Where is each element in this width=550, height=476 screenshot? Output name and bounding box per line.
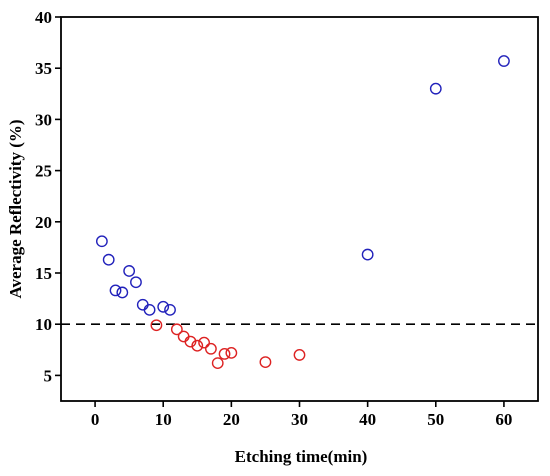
y-tick-label: 35	[35, 59, 52, 78]
data-point	[123, 265, 136, 277]
data-point	[429, 82, 442, 95]
x-axis-ticks: 0 10 20 30 40 50 60	[91, 401, 512, 429]
data-point	[361, 248, 374, 261]
data-point	[211, 357, 224, 370]
data-point	[293, 349, 306, 361]
data-point	[116, 286, 129, 299]
x-tick-label: 60	[495, 410, 512, 429]
y-tick-label: 40	[35, 8, 52, 27]
data-point	[157, 300, 170, 313]
x-tick-label: 40	[359, 410, 376, 429]
data-point	[498, 55, 510, 67]
x-tick-label: 10	[155, 410, 172, 429]
x-tick-label: 50	[427, 410, 444, 429]
y-axis-title: Average Reflectivity (%)	[6, 119, 25, 298]
data-point	[205, 342, 217, 355]
data-point	[164, 303, 176, 316]
plot-background	[61, 17, 538, 401]
data-point	[170, 323, 183, 336]
data-point	[150, 319, 163, 332]
y-tick-label: 20	[35, 213, 52, 232]
data-point	[259, 356, 272, 368]
y-tick-label: 5	[44, 366, 53, 385]
data-points-layer	[95, 55, 510, 370]
x-tick-label: 30	[291, 410, 308, 429]
data-point	[218, 347, 231, 360]
plot-area	[61, 17, 538, 401]
data-point	[102, 253, 115, 266]
data-point	[130, 276, 142, 289]
y-tick-label: 25	[35, 162, 52, 181]
data-point	[143, 303, 156, 316]
x-axis-title: Etching time(min)	[235, 447, 368, 466]
data-point	[184, 335, 197, 348]
x-tick-label: 0	[91, 410, 100, 429]
y-tick-label: 10	[35, 315, 52, 334]
data-point	[191, 339, 204, 352]
y-axis-ticks: 5 10 15 20 25 30 35 40	[35, 8, 61, 385]
data-point	[109, 284, 122, 297]
x-tick-label: 20	[223, 410, 240, 429]
data-point	[225, 346, 238, 359]
data-point	[95, 235, 108, 248]
data-point	[198, 336, 211, 349]
y-tick-label: 15	[35, 264, 52, 283]
y-tick-label: 30	[35, 110, 52, 129]
